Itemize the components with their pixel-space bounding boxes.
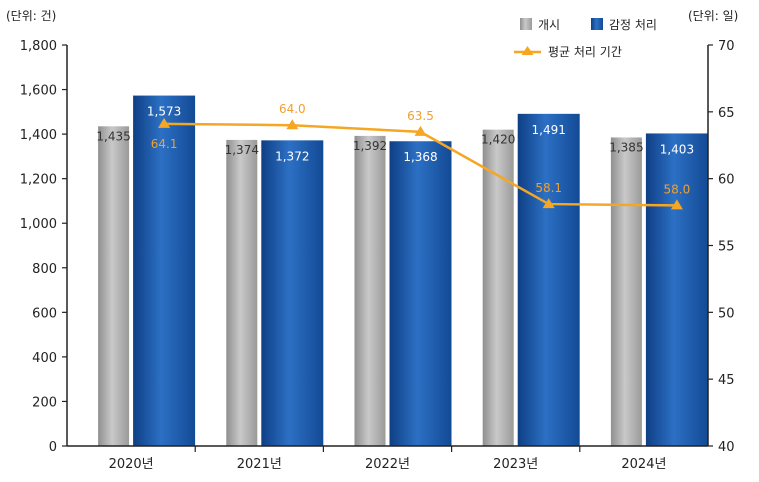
left-tick-label: 1,800 bbox=[20, 39, 57, 54]
line-marker bbox=[670, 199, 683, 210]
legend-label-open: 개시 bbox=[538, 18, 560, 32]
data-label-open: 1,374 bbox=[225, 143, 259, 157]
data-label-open: 1,392 bbox=[353, 139, 387, 153]
left-tick-label: 400 bbox=[32, 351, 57, 366]
legend-label-line: 평균 처리 기간 bbox=[548, 45, 622, 59]
right-tick-label: 40 bbox=[718, 440, 735, 455]
bar-labels: 1,435 1,573 1,374 1,372 1,392 1,368 1,420 1,491… bbox=[96, 105, 694, 165]
bars bbox=[98, 95, 708, 447]
data-label-open: 1,385 bbox=[609, 140, 643, 154]
right-tick-label: 50 bbox=[718, 306, 735, 321]
right-tick-label: 60 bbox=[718, 173, 735, 188]
right-tick-label: 65 bbox=[718, 106, 735, 121]
bar-open bbox=[610, 137, 642, 447]
line-marker bbox=[286, 119, 299, 130]
left-axis-ticks: 0 200 400 600 800 1,000 1,200 1,400 1,600 1,800 bbox=[20, 39, 67, 455]
right-axis-ticks: 40 45 50 55 60 65 70 bbox=[708, 39, 735, 455]
right-tick-label: 55 bbox=[718, 240, 735, 255]
bar-appraisal bbox=[645, 133, 708, 446]
right-tick-label: 70 bbox=[718, 39, 735, 54]
bar-appraisal bbox=[389, 141, 452, 447]
bar-open bbox=[482, 129, 514, 446]
line-marker bbox=[158, 117, 171, 128]
left-tick-label: 1,000 bbox=[20, 217, 57, 232]
data-label-line: 63.5 bbox=[407, 109, 434, 123]
data-label-appraisal: 1,368 bbox=[403, 150, 437, 164]
category-label: 2023년 bbox=[493, 457, 538, 472]
bar-open bbox=[354, 135, 386, 447]
bar-appraisal bbox=[261, 140, 324, 447]
left-tick-label: 1,600 bbox=[20, 84, 57, 99]
bar-appraisal bbox=[517, 113, 580, 447]
category-label: 2021년 bbox=[237, 457, 282, 472]
left-tick-label: 600 bbox=[32, 306, 57, 321]
data-label-open: 1,420 bbox=[481, 133, 515, 147]
right-axis-unit: (단위: 일) bbox=[688, 9, 738, 23]
line-marker bbox=[414, 125, 427, 136]
data-label-line: 64.1 bbox=[151, 137, 178, 151]
category-label: 2020년 bbox=[109, 457, 154, 472]
data-label-line: 58.1 bbox=[535, 181, 562, 195]
bar-appraisal bbox=[133, 95, 196, 446]
right-tick-label: 45 bbox=[718, 373, 735, 388]
left-tick-label: 0 bbox=[49, 440, 57, 455]
category-labels: 2020년 2021년 2022년 2023년 2024년 bbox=[109, 457, 667, 472]
axes bbox=[66, 45, 709, 452]
category-label: 2024년 bbox=[621, 457, 666, 472]
data-label-line: 58.0 bbox=[664, 182, 691, 196]
category-label: 2022년 bbox=[365, 457, 410, 472]
line-series: 64.1 64.0 63.5 58.1 58.0 bbox=[151, 102, 691, 210]
data-label-open: 1,435 bbox=[96, 129, 130, 143]
data-label-appraisal: 1,372 bbox=[275, 149, 309, 163]
left-tick-label: 1,400 bbox=[20, 128, 57, 143]
legend: 개시 감정 처리 평균 처리 기간 bbox=[514, 18, 657, 59]
data-label-appraisal: 1,403 bbox=[660, 142, 694, 156]
legend-swatch-open bbox=[520, 18, 532, 30]
data-label-line: 64.0 bbox=[279, 102, 306, 116]
left-axis-unit: (단위: 건) bbox=[6, 9, 56, 23]
legend-swatch-appraisal bbox=[591, 18, 603, 30]
legend-marker-line bbox=[521, 46, 534, 55]
data-label-appraisal: 1,573 bbox=[147, 105, 181, 119]
left-tick-label: 800 bbox=[32, 262, 57, 277]
line-marker bbox=[542, 198, 555, 209]
data-label-appraisal: 1,491 bbox=[532, 123, 566, 137]
left-tick-label: 200 bbox=[32, 395, 57, 410]
bar-open bbox=[98, 126, 130, 446]
legend-label-appraisal: 감정 처리 bbox=[609, 18, 657, 32]
left-tick-label: 1,200 bbox=[20, 173, 57, 188]
bar-open bbox=[226, 139, 258, 447]
